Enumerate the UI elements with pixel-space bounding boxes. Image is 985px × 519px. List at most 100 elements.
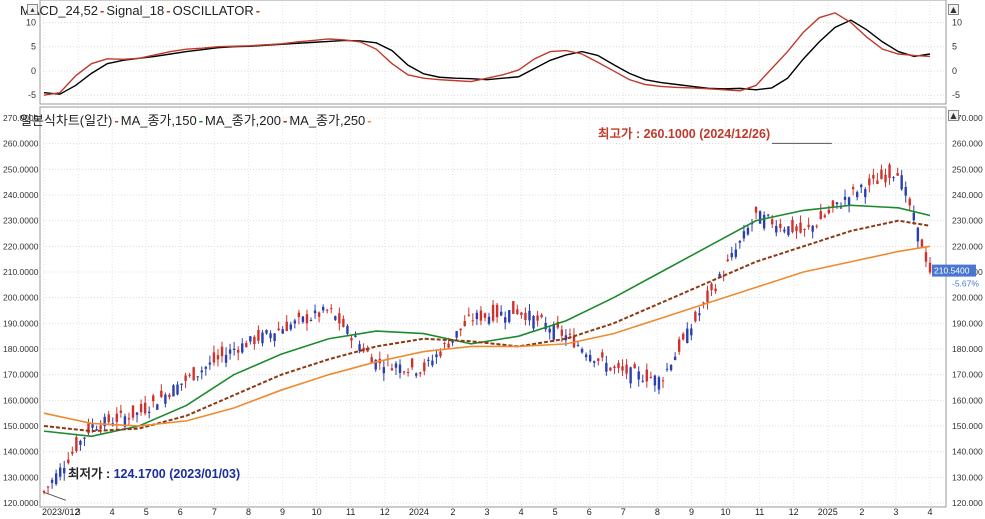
price-tick-right: 140.000: [952, 447, 983, 457]
candle-body: [928, 262, 932, 273]
candle-body: [156, 404, 159, 410]
candle-body: [710, 283, 713, 291]
candle-body: [196, 376, 199, 378]
candle-body: [924, 252, 928, 262]
candle-body: [325, 309, 329, 311]
candle-body: [338, 313, 341, 324]
candle-body: [443, 343, 446, 345]
candle-body: [200, 370, 203, 373]
candle-body: [771, 219, 774, 225]
candle-body: [912, 212, 916, 221]
macd-legend: MACD_24,52- Signal_18- OSCILLATOR -: [20, 3, 261, 18]
candle-body: [633, 364, 636, 369]
candle-body: [779, 223, 782, 228]
candle-body: [455, 331, 458, 338]
candle-body: [508, 310, 511, 323]
candle-body: [257, 330, 260, 341]
candle-body: [176, 384, 179, 395]
candle-body: [127, 418, 131, 420]
candle-body: [208, 362, 212, 365]
candle-body: [669, 364, 673, 371]
macd-collapse-button[interactable]: ▲: [948, 4, 959, 15]
price-tick-left: 210.0000: [3, 267, 39, 277]
candle-body: [803, 228, 806, 230]
candle-body: [758, 211, 762, 224]
candle-body: [427, 359, 430, 362]
candle-body: [896, 173, 899, 176]
candle-body: [536, 315, 539, 321]
candle-body: [524, 312, 527, 320]
x-tick-label: 5: [144, 507, 149, 517]
price-tick-right: 260.000: [952, 139, 983, 149]
candle-body: [269, 333, 272, 339]
candle-body: [471, 320, 475, 322]
candle-body: [374, 359, 377, 370]
candle-body: [512, 301, 515, 314]
x-tick-label: 10: [721, 507, 731, 517]
candle-body: [860, 184, 863, 188]
candle-body: [726, 259, 729, 262]
price-tick-right: 150.000: [952, 421, 983, 431]
candle-body: [119, 410, 123, 413]
candle-body: [147, 411, 151, 414]
ma200-line: [43, 219, 931, 433]
x-tick-label: 7: [212, 507, 217, 517]
candle-body: [872, 174, 875, 179]
candle-body: [783, 229, 786, 232]
x-tick-label: 12: [789, 507, 799, 517]
candle-body: [370, 357, 373, 364]
candle-body: [346, 325, 349, 334]
candle-body: [556, 321, 559, 328]
candle-body: [491, 304, 495, 321]
candle-body: [103, 416, 106, 427]
candle-body: [419, 372, 422, 374]
candle-body: [273, 333, 276, 342]
x-tick-label: 4: [519, 507, 524, 517]
candle-body: [548, 328, 551, 333]
candle-body: [382, 367, 386, 374]
candle-body: [143, 402, 147, 414]
candle-body: [597, 358, 600, 361]
candle-body: [236, 349, 240, 353]
candle-body: [439, 351, 442, 357]
candle-body: [876, 180, 879, 184]
candle-body: [580, 349, 584, 353]
x-tick-label: 9: [280, 507, 285, 517]
candle-body: [888, 164, 891, 178]
candle-body: [706, 290, 709, 303]
candle-body: [686, 328, 689, 343]
moving-averages: [43, 204, 931, 438]
legend-ma150: MA_종가,150: [120, 113, 197, 128]
price-tick-right: 250.000: [952, 164, 983, 174]
candle-body: [342, 318, 345, 327]
legend-macd: MACD_24,52: [20, 3, 99, 18]
candle-body: [593, 361, 596, 363]
low-pointer: [43, 491, 67, 501]
candle-body: [172, 385, 175, 397]
candle-body: [46, 486, 50, 488]
price-collapse-button[interactable]: ▲: [948, 110, 959, 121]
price-tick-left: 120.0000: [3, 498, 39, 508]
candle-body: [605, 362, 608, 372]
candle-body: [402, 371, 406, 373]
candle-body: [637, 371, 640, 380]
candle-body: [228, 349, 232, 354]
candle-body: [305, 314, 309, 324]
candle-body: [293, 320, 297, 324]
candle-body: [730, 253, 733, 258]
candle-body: [451, 339, 454, 343]
macd-expand-button[interactable]: ▴: [27, 4, 38, 15]
candle-body: [87, 422, 90, 434]
candle-body: [641, 380, 644, 382]
candle-body: [232, 348, 236, 351]
price-tick-right: 160.000: [952, 395, 983, 405]
candle-body: [823, 215, 827, 218]
candle-body: [544, 322, 547, 330]
price-tick-left: 240.0000: [3, 190, 39, 200]
macd-tick-left: -5: [28, 90, 36, 100]
candle-body: [601, 352, 604, 358]
candle-body: [617, 362, 620, 368]
candle-body: [576, 344, 580, 346]
candle-body: [487, 316, 491, 324]
candle-body: [847, 197, 851, 206]
